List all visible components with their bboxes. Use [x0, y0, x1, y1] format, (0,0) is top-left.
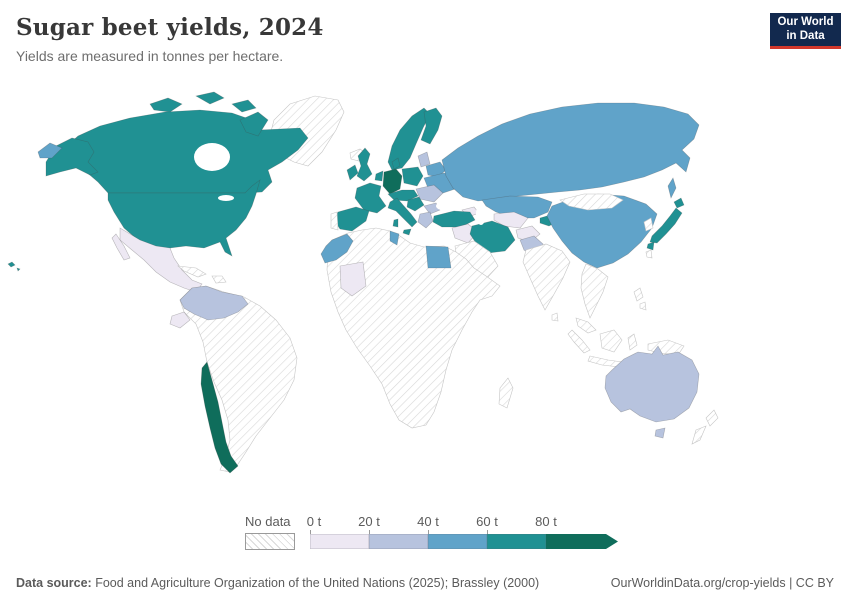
region-sulawesi[interactable] [627, 333, 638, 351]
country-turkey[interactable] [432, 210, 476, 228]
legend-bin-20-40[interactable] [369, 530, 428, 549]
country-canada-island[interactable] [239, 111, 269, 137]
great-lakes [218, 195, 234, 201]
region-south-america[interactable] [179, 285, 298, 473]
country-sri-lanka[interactable] [551, 312, 559, 322]
region-benelux[interactable] [374, 170, 384, 182]
country-denmark[interactable] [391, 157, 401, 170]
country-hispaniola[interactable] [211, 275, 227, 284]
country-india[interactable] [522, 243, 571, 311]
country-canada-island[interactable] [149, 97, 183, 113]
country-australia-tasmania[interactable] [654, 427, 666, 439]
country-italy-sicily[interactable] [402, 228, 412, 236]
chart-subtitle: Yields are measured in tonnes per hectar… [16, 48, 284, 64]
data-source-label: Data source: [16, 576, 92, 590]
legend-bar [310, 530, 622, 549]
data-source-text: Food and Agriculture Organization of the… [91, 576, 540, 590]
country-iran[interactable] [469, 220, 516, 254]
region-mali-west-africa[interactable] [339, 261, 367, 297]
country-new-zealand[interactable] [705, 409, 719, 427]
legend-tick-40: 40 t [417, 514, 439, 529]
country-ireland[interactable] [346, 164, 359, 181]
country-chile[interactable] [200, 361, 239, 474]
region-baltics[interactable] [417, 151, 431, 168]
country-russia[interactable] [441, 102, 700, 202]
country-colombia-venezuela[interactable] [179, 285, 249, 321]
country-russia-chukotka[interactable] [37, 142, 63, 159]
country-ecuador[interactable] [169, 311, 191, 329]
country-poland[interactable] [401, 166, 424, 187]
country-morocco[interactable] [320, 233, 354, 264]
country-spain[interactable] [333, 206, 370, 232]
region-sumatra[interactable] [567, 329, 591, 354]
country-greece[interactable] [417, 211, 434, 229]
country-kazakhstan[interactable] [481, 195, 553, 219]
country-usa-hawaii[interactable] [16, 267, 21, 272]
no-data-hatch-swatch [245, 533, 295, 550]
region-indochina[interactable] [580, 263, 609, 319]
black-sea [436, 201, 458, 211]
country-bulgaria[interactable] [423, 202, 441, 215]
legend-no-data[interactable]: No data [245, 514, 295, 550]
country-egypt[interactable] [425, 245, 452, 269]
chart-footer: Data source: Food and Agriculture Organi… [0, 566, 850, 600]
region-africa[interactable] [326, 227, 501, 429]
country-china[interactable] [546, 193, 658, 269]
country-madagascar[interactable] [498, 377, 514, 409]
legend-bin-80-plus[interactable] [546, 534, 618, 549]
legend-tick-labels: 0 t 20 t 40 t 60 t 80 t [306, 514, 622, 531]
chart-header: Sugar beet yields, 2024 Yields are measu… [16, 14, 750, 64]
country-korea[interactable] [643, 217, 654, 232]
owid-logo[interactable]: Our World in Data [770, 13, 841, 49]
legend-bin-40-60[interactable] [428, 530, 487, 549]
country-canada-island[interactable] [195, 91, 225, 105]
page-title: Sugar beet yields, 2024 [16, 14, 324, 41]
region-uzbekistan-turkmenistan[interactable] [493, 211, 529, 229]
data-source-note: Data source: Food and Agriculture Organi… [16, 576, 539, 590]
country-italy-sardinia[interactable] [392, 218, 399, 228]
region-borneo[interactable] [599, 329, 623, 353]
country-tunisia[interactable] [389, 230, 400, 246]
country-united-kingdom[interactable] [356, 147, 373, 182]
country-cuba[interactable] [177, 265, 207, 278]
owid-credit-link[interactable]: OurWorldinData.org/crop-yields | CC BY [610, 576, 834, 590]
legend-tick-20: 20 t [358, 514, 380, 529]
owid-logo-line1: Our World [777, 15, 834, 28]
country-australia[interactable] [604, 345, 700, 423]
country-japan-kyushu[interactable] [646, 241, 655, 251]
region-philippines[interactable] [633, 287, 644, 302]
country-mongolia[interactable] [559, 193, 624, 211]
hudson-bay [194, 143, 230, 171]
country-usa[interactable] [107, 179, 261, 269]
country-usa-hawaii[interactable] [7, 261, 16, 268]
caspian-sea [476, 203, 486, 225]
region-hungary-romania[interactable] [415, 184, 444, 203]
country-new-zealand[interactable] [691, 425, 707, 445]
region-balkans-west[interactable] [406, 196, 425, 212]
country-portugal[interactable] [330, 211, 339, 231]
country-france[interactable] [354, 182, 387, 214]
region-philippines[interactable] [639, 301, 647, 311]
country-taiwan[interactable] [645, 249, 653, 259]
region-malaysia[interactable] [575, 317, 597, 334]
legend-no-data-label: No data [245, 514, 291, 529]
country-italy[interactable] [387, 197, 418, 228]
legend-tick-0: 0 t [306, 514, 322, 529]
country-canada[interactable] [59, 109, 309, 194]
legend-tick-80: 80 t [535, 514, 557, 529]
country-mexico-baja[interactable] [111, 233, 131, 261]
country-russia-sakhalin[interactable] [667, 177, 677, 199]
legend-tick-60: 60 t [476, 514, 498, 529]
owid-logo-line2: in Data [786, 29, 825, 42]
legend-bin-0-20[interactable] [310, 530, 369, 549]
legend-colorbar: 0 t 20 t 40 t 60 t 80 t [306, 514, 622, 549]
legend-bin-60-80[interactable] [487, 530, 546, 549]
country-japan-hokkaido[interactable] [673, 197, 685, 209]
country-finland[interactable] [420, 107, 443, 145]
country-germany[interactable] [382, 168, 403, 195]
country-canada-island[interactable] [231, 99, 257, 113]
